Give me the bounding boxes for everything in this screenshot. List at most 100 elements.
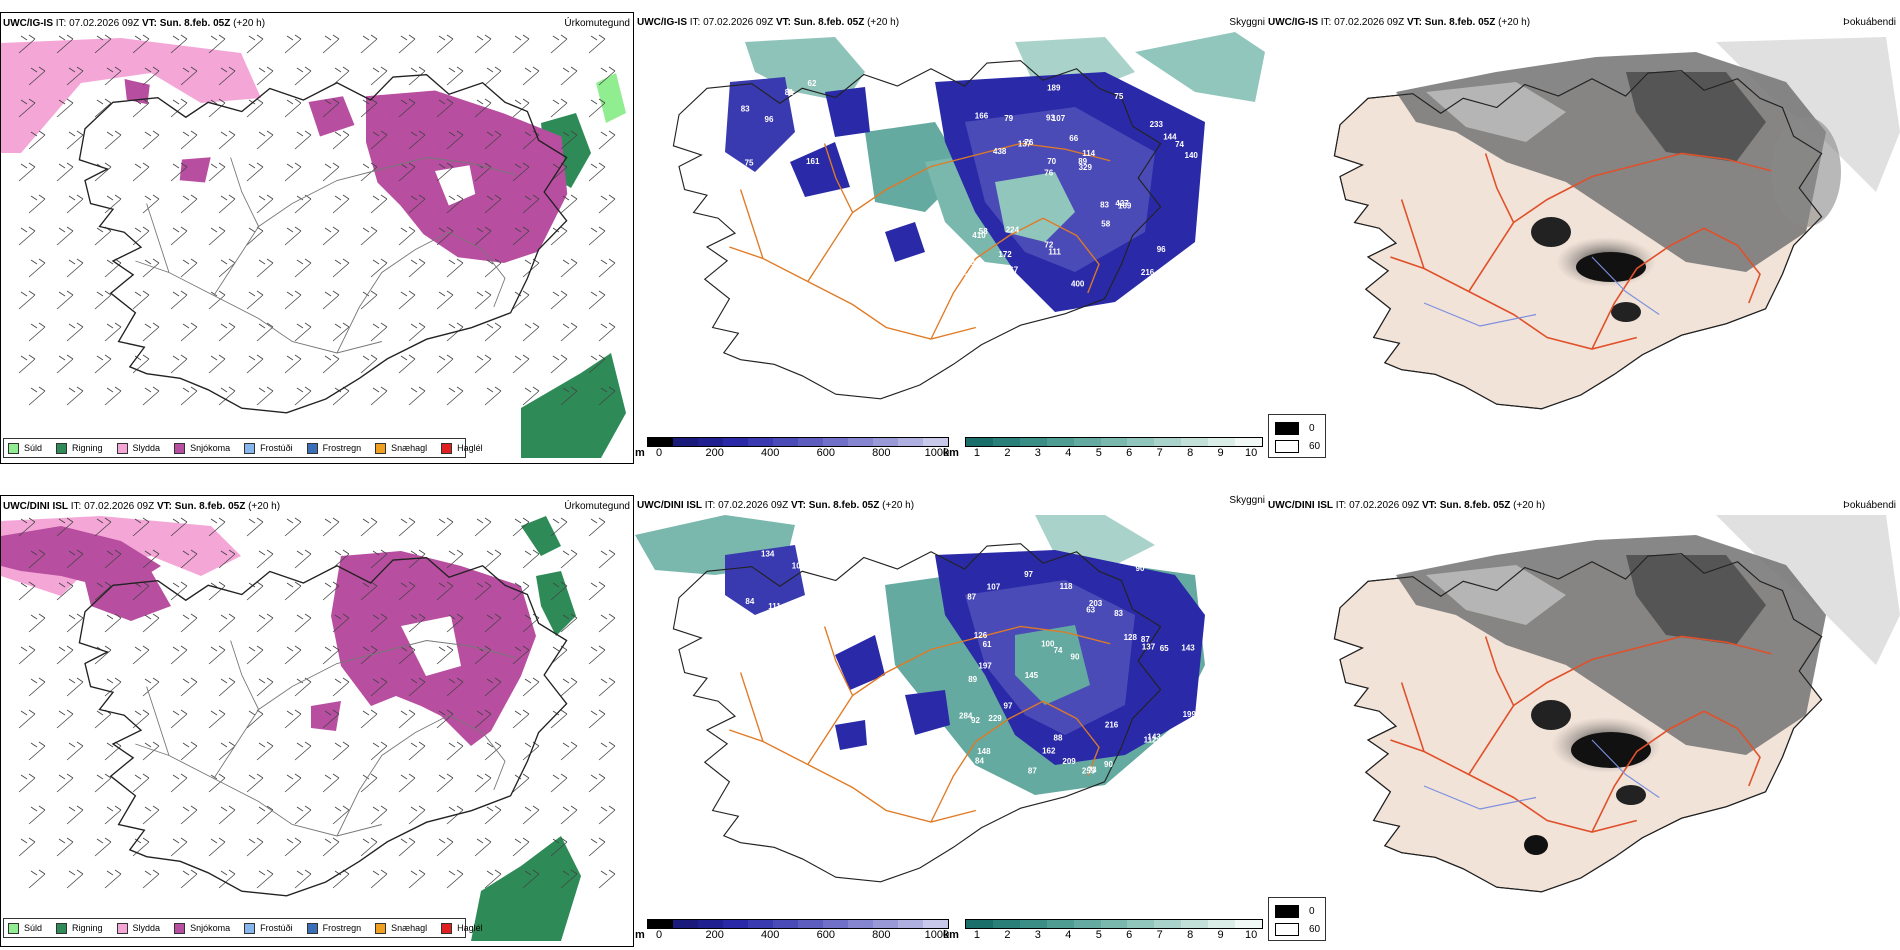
- wind-barb: [208, 837, 226, 857]
- wind-barb: [294, 677, 312, 697]
- wind-barb: [588, 162, 606, 182]
- cloud-base-label: 166: [975, 112, 989, 121]
- colorbar-tick: 4: [1065, 447, 1072, 459]
- wind-barb: [436, 517, 454, 537]
- panel-header: UWC/DINI ISL IT: 07.02.2026 09Z VT: Sun.…: [3, 501, 281, 512]
- wind-barb: [446, 613, 464, 633]
- cloud-base-label: 74: [1054, 646, 1063, 655]
- legend-item: Slydda: [116, 922, 160, 934]
- wind-barb: [142, 322, 160, 342]
- legend-label: Haglél: [457, 923, 483, 933]
- wind-barb: [18, 517, 36, 537]
- wind-barb: [142, 549, 160, 569]
- wind-barb: [560, 805, 578, 825]
- ptype-legend: Súld Rigning Slydda Snjókoma Frostúði Frostre…: [3, 438, 483, 458]
- wind-barb: [66, 386, 84, 406]
- wind-barb: [398, 773, 416, 793]
- legend-label: Frostúði: [260, 923, 293, 933]
- legend-item: Frostregn: [306, 922, 361, 934]
- cloud-base-label: 134: [761, 549, 775, 558]
- wind-barb: [66, 677, 84, 697]
- colorbar-tick: 3: [1034, 929, 1041, 941]
- cloud-base-label: 199: [1183, 710, 1197, 719]
- colorbar-cell: [898, 920, 923, 928]
- wind-barb: [170, 34, 188, 54]
- wind-barb: [550, 709, 568, 729]
- wind-barb: [56, 354, 74, 374]
- colorbar-tick: 5: [1095, 929, 1102, 941]
- wind-barb: [560, 869, 578, 889]
- cloud-base-label: 75: [1114, 92, 1123, 101]
- wind-barb: [436, 837, 454, 857]
- wind-barb: [246, 837, 264, 857]
- wind-barb: [474, 581, 492, 601]
- wind-barb: [370, 130, 388, 150]
- colorbar-tick: 4: [1065, 929, 1072, 941]
- wind-barb: [66, 258, 84, 278]
- wind-barb: [408, 805, 426, 825]
- wind-barb: [56, 837, 74, 857]
- wind-barb: [370, 322, 388, 342]
- cloud-base-label: 81: [785, 88, 794, 97]
- cloud-base-label: 87: [1028, 767, 1037, 776]
- wind-barb: [522, 549, 540, 569]
- wind-barb: [132, 34, 150, 54]
- wind-barb: [294, 805, 312, 825]
- wind-barb: [446, 194, 464, 214]
- wind-barb: [256, 194, 274, 214]
- legend-swatch: [116, 922, 128, 934]
- cloud-base-label: 90: [1071, 653, 1080, 662]
- wind-barb: [56, 34, 74, 54]
- cloud-base-label: 128: [1124, 633, 1138, 642]
- wind-barb: [446, 741, 464, 761]
- wind-barb: [56, 290, 74, 310]
- wind-barb: [218, 869, 236, 889]
- visibility-map-1: 161 83 62 96 81 75 93 66 58 76 174 172 107 114 169 166 1…: [635, 12, 1265, 432]
- legend-swatch: [56, 442, 68, 454]
- wind-barb: [484, 613, 502, 633]
- wind-barb: [132, 773, 150, 793]
- cloud-base-label: 137: [1142, 643, 1156, 652]
- wind-barb: [142, 677, 160, 697]
- cloud-base-label: 89: [1078, 157, 1087, 166]
- cloud-base-label: 70: [1047, 157, 1056, 166]
- wind-barb: [132, 517, 150, 537]
- cloud-base-label: 189: [1047, 83, 1061, 92]
- colorbar-tick: 0: [656, 929, 663, 941]
- wind-barb: [246, 773, 264, 793]
- wind-barb: [560, 322, 578, 342]
- colorbar-cell: [1181, 438, 1209, 446]
- cloud-base-label: 194: [1170, 564, 1184, 573]
- wind-barb: [66, 869, 84, 889]
- wind-barb: [246, 162, 264, 182]
- colorbar-cell: [673, 920, 698, 928]
- wind-barb: [512, 645, 530, 665]
- ptype-legend: Súld Rigning Slydda Snjókoma Frostúði Frostre…: [3, 918, 483, 938]
- wind-barb: [284, 517, 302, 537]
- colorbar-tick: 600: [816, 929, 835, 941]
- wind-barb: [208, 226, 226, 246]
- wind-barb: [28, 549, 46, 569]
- wind-barb: [218, 322, 236, 342]
- wind-barb: [322, 226, 340, 246]
- wind-barb: [370, 549, 388, 569]
- visibility-unit: km: [943, 447, 959, 459]
- wind-barb: [588, 773, 606, 793]
- cloud-base-label: 65: [1160, 644, 1169, 653]
- wind-barb: [474, 773, 492, 793]
- colorbar-tick: 200: [705, 447, 724, 459]
- wind-barb: [180, 386, 198, 406]
- wind-barb: [142, 258, 160, 278]
- fog-legend-label: 0: [1309, 422, 1315, 434]
- wind-barb: [218, 386, 236, 406]
- wind-barb: [94, 837, 112, 857]
- fog-legend-swatch: [1275, 439, 1299, 453]
- wind-barb: [550, 226, 568, 246]
- wind-barb: [512, 354, 530, 374]
- wind-barb: [256, 322, 274, 342]
- wind-barb: [408, 549, 426, 569]
- wind-barb: [56, 773, 74, 793]
- wind-barb: [180, 194, 198, 214]
- cloud-base-label: 107: [1052, 114, 1066, 123]
- wind-barb: [66, 805, 84, 825]
